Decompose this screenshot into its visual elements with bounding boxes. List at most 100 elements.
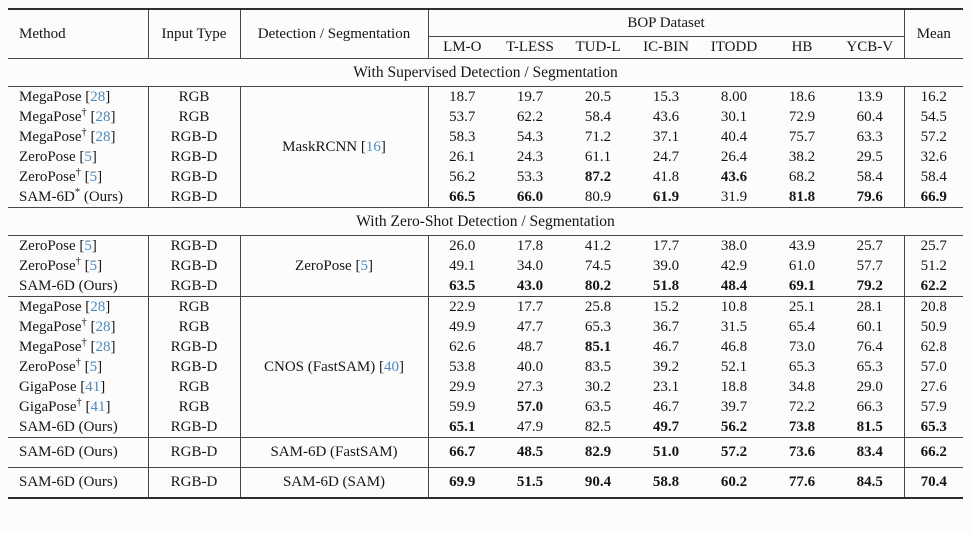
cell-value: 41.2 [584, 237, 612, 254]
cell-value: 82.9 [584, 444, 612, 461]
section-title: With Zero-Shot Detection / Segmentation [356, 212, 615, 230]
cell-method: GigaPose† [41] [19, 397, 111, 415]
cell-mean: 57.2 [903, 127, 964, 147]
cell-method: MegaPose [28] [19, 88, 111, 105]
cell-value: 85.1 [584, 338, 612, 355]
cell-value: 46.8 [720, 338, 748, 355]
cell-mean: 51.2 [903, 256, 964, 276]
citation-link[interactable]: 5 [89, 358, 98, 375]
cell-value: 17.7 [516, 298, 544, 315]
citation-link[interactable]: 5 [360, 257, 368, 274]
cell-mean: 50.9 [903, 317, 964, 337]
cell-value: 79.6 [856, 188, 883, 205]
cell-value: 34.8 [788, 378, 816, 395]
cell-value: 10.8 [720, 298, 748, 315]
results-table: Method Input Type Detection / Segmentati… [8, 8, 964, 499]
cell-value: 25.8 [584, 298, 612, 315]
cell-value: 81.8 [788, 188, 816, 205]
citation-link[interactable]: 5 [84, 148, 92, 165]
cell-value: 58.3 [449, 128, 476, 145]
cell-value: 19.7 [516, 88, 544, 105]
cell-value: 84.5 [856, 474, 883, 491]
cell-value: 38.2 [788, 148, 816, 165]
cell-value: 39.0 [652, 257, 680, 274]
cell-value: 62.2 [516, 108, 544, 125]
cell-input-type: RGB-D [147, 276, 240, 297]
cell-value: 22.9 [449, 298, 476, 315]
cell-value: 60.2 [720, 474, 748, 491]
cell-value: 26.0 [449, 237, 476, 254]
section-title-row: With Zero-Shot Detection / Segmentation [8, 207, 964, 236]
cell-value: 69.1 [788, 277, 816, 294]
cell-value: 65.3 [788, 358, 816, 375]
cell-value: 60.4 [856, 108, 883, 125]
cell-input-type: RGB-D [147, 187, 240, 208]
cell-value: 25.1 [788, 298, 816, 315]
column-header-hb: HB [791, 39, 813, 56]
table-row: ZeroPose† [5] RGB-D 49.1 34.0 74.5 39.0 42.9 61… [8, 256, 964, 276]
citation-link[interactable]: 28 [90, 88, 106, 105]
cell-value: 72.2 [788, 398, 816, 415]
cell-method: ZeroPose† [5] [19, 256, 103, 274]
column-header-method: Method [19, 25, 66, 42]
citation-link[interactable]: 28 [95, 128, 111, 145]
cell-value: 43.6 [652, 108, 680, 125]
method-group: MegaPose [28] RGB MaskRCNN [16] 18.7 19.7 20.… [8, 86, 964, 208]
cell-value: 31.5 [720, 318, 748, 335]
cell-method: MegaPose [28] [19, 298, 111, 315]
cell-value: 65.4 [788, 318, 816, 335]
citation-link[interactable]: 5 [89, 168, 98, 185]
cell-value: 51.0 [652, 444, 680, 461]
citation-link[interactable]: 41 [85, 378, 101, 395]
cell-value: 72.9 [788, 108, 816, 125]
citation-link[interactable]: 28 [95, 338, 111, 355]
cell-value: 65.1 [449, 418, 476, 435]
cell-value: 24.7 [652, 148, 680, 165]
citation-link[interactable]: 41 [90, 398, 106, 415]
cell-method: ZeroPose [5] [19, 237, 97, 254]
citation-link[interactable]: 5 [84, 237, 92, 254]
citation-link[interactable]: 28 [90, 298, 106, 315]
citation-link[interactable]: 28 [95, 108, 111, 125]
cell-value: 54.3 [516, 128, 544, 145]
table-row: ZeroPose [5] RGB-D ZeroPose [5] 26.0 17.8 41.… [8, 235, 964, 297]
table-row: MegaPose† [28] RGB-D 58.3 54.3 71.2 37.1 40.4 7… [8, 127, 964, 147]
cell-value: 76.4 [856, 338, 883, 355]
cell-value: 59.9 [449, 398, 476, 415]
cell-value: 26.1 [449, 148, 476, 165]
cell-value: 83.4 [856, 444, 883, 461]
citation-link[interactable]: 16 [365, 138, 381, 155]
cell-mean: 62.2 [903, 276, 964, 297]
cell-method: ZeroPose [5] [19, 148, 97, 165]
cell-value: 46.7 [652, 338, 680, 355]
cell-mean: 65.3 [903, 417, 964, 438]
cell-value: 51.5 [516, 474, 544, 491]
cell-input-type: RGB-D [147, 467, 240, 498]
table-row: SAM-6D (Ours) RGB-D 63.5 43.0 80.2 51.8 48.4 69… [8, 276, 964, 297]
cell-value: 18.6 [788, 88, 816, 105]
cell-value: 34.0 [516, 257, 544, 274]
column-header-input-type: Input Type [147, 9, 240, 59]
cell-value: 83.5 [584, 358, 612, 375]
table-row: SAM-6D (Ours) RGB-D 65.1 47.9 82.5 49.7 56.2 73… [8, 417, 964, 438]
citation-link[interactable]: 5 [89, 257, 98, 274]
method-group: SAM-6D (Ours) RGB-D SAM-6D (SAM) 69.9 51.5 90… [8, 467, 964, 498]
cell-mean: 66.2 [903, 437, 964, 468]
citation-link[interactable]: 40 [384, 358, 400, 375]
cell-value: 17.8 [516, 237, 544, 254]
table-row: MegaPose [28] RGB MaskRCNN [16] 18.7 19.7 20.… [8, 86, 964, 208]
cell-value: 62.6 [449, 338, 476, 355]
cell-mean: 25.7 [903, 235, 964, 256]
cell-method: ZeroPose† [5] [19, 357, 103, 375]
method-group: ZeroPose [5] RGB-D ZeroPose [5] 26.0 17.8 41.… [8, 235, 964, 297]
cell-value: 57.0 [516, 398, 544, 415]
citation-link[interactable]: 28 [95, 318, 111, 335]
cell-input-type: RGB [147, 397, 240, 417]
column-header-mean: Mean [903, 9, 964, 59]
cell-value: 87.2 [584, 168, 612, 185]
cell-value: 53.8 [449, 358, 476, 375]
cell-input-type: RGB-D [147, 417, 240, 438]
cell-value: 77.6 [788, 474, 816, 491]
cell-value: 69.9 [449, 474, 476, 491]
cell-value: 13.9 [856, 88, 883, 105]
